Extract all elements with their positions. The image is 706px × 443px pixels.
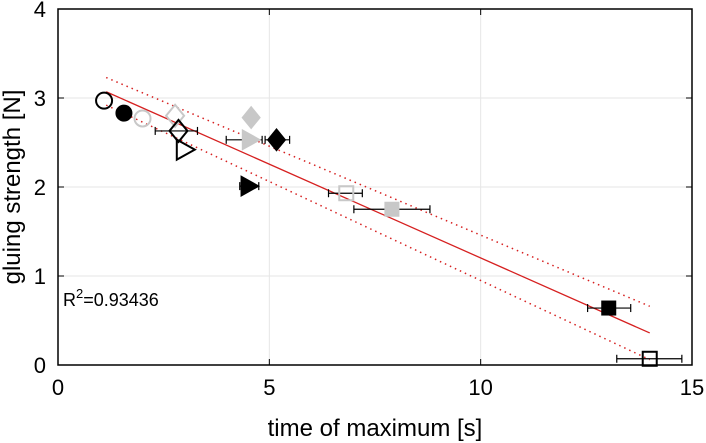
data-point-diamond <box>164 103 186 129</box>
x-tick-label: 10 <box>468 375 492 400</box>
data-point-square <box>616 350 683 367</box>
data-point-diamond <box>154 118 199 144</box>
diamond-marker <box>241 105 261 130</box>
fit-line <box>105 91 650 334</box>
square-marker <box>384 201 400 217</box>
triangle-marker <box>240 175 261 197</box>
x-axis-label: time of maximum [s] <box>268 415 483 442</box>
y-tick-label: 0 <box>34 353 46 378</box>
data-point-circle <box>115 104 133 122</box>
square-marker <box>601 300 617 316</box>
data-point-triangle-right <box>225 128 263 151</box>
y-tick-label: 4 <box>34 0 46 22</box>
square-marker <box>338 185 355 202</box>
diamond-marker <box>164 103 186 129</box>
diamond-marker <box>168 118 189 144</box>
circle-marker <box>115 104 133 122</box>
circle-marker <box>95 91 114 110</box>
data-point-diamond <box>264 128 291 152</box>
confidence-upper-line <box>105 76 651 307</box>
triangle-marker <box>241 128 262 151</box>
data-point-square <box>327 185 363 202</box>
y-tick-label: 2 <box>34 175 46 200</box>
y-axis-label: gluing strength [N] <box>0 90 26 285</box>
data-point-triangle-right <box>175 137 197 162</box>
r-squared-annotation: R2=0.93436 <box>63 286 159 310</box>
data-point-diamond <box>241 105 261 130</box>
square-marker <box>641 350 658 367</box>
axis-ticks: 0 5 10 15 0 1 2 3 4 <box>34 0 704 400</box>
data-point-circle <box>95 91 114 110</box>
y-tick-label: 1 <box>34 264 46 289</box>
regression-lines <box>105 76 651 361</box>
x-tick-label: 5 <box>263 375 275 400</box>
diamond-marker <box>266 128 287 152</box>
grid-lines <box>58 9 692 365</box>
x-tick-label: 0 <box>52 375 64 400</box>
data-point-square <box>587 300 632 316</box>
data-points <box>95 91 683 367</box>
confidence-lower-line <box>105 104 651 361</box>
data-point-square <box>353 201 431 217</box>
circle-marker <box>133 109 152 128</box>
triangle-marker <box>175 137 197 162</box>
x-tick-label: 15 <box>680 375 704 400</box>
data-point-triangle-right <box>239 175 261 197</box>
data-point-circle <box>133 109 152 128</box>
y-tick-label: 3 <box>34 86 46 111</box>
